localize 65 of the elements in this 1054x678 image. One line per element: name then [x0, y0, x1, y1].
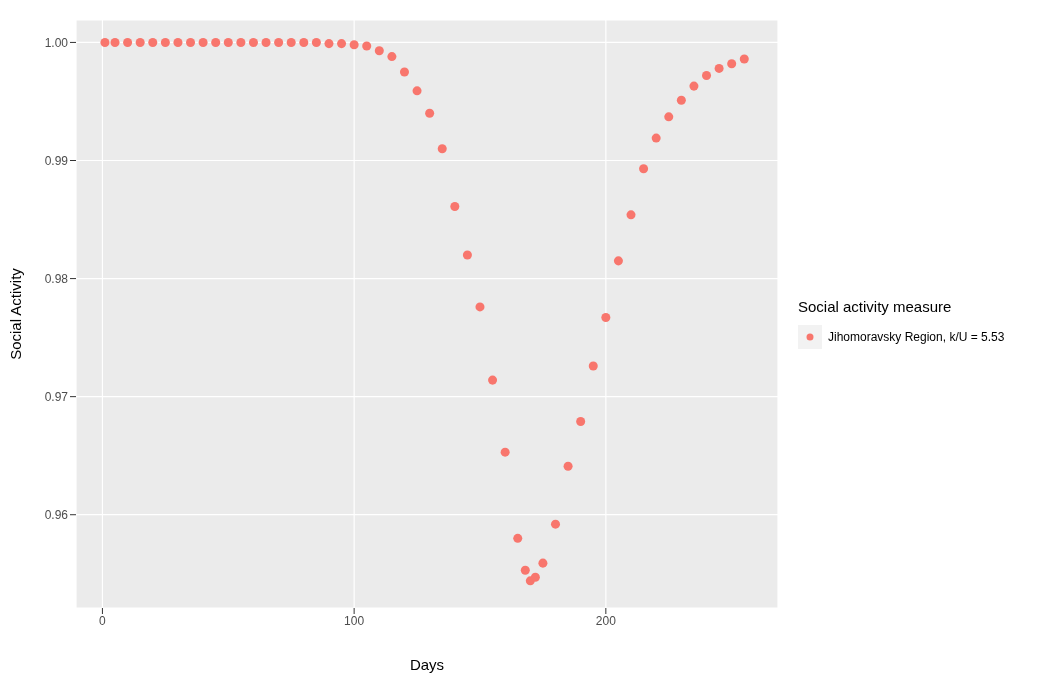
point	[702, 70, 712, 80]
point	[475, 302, 485, 312]
x-tick-label: 200	[595, 613, 617, 628]
point	[500, 447, 510, 457]
point	[613, 256, 623, 266]
point	[223, 37, 233, 47]
point	[148, 37, 158, 47]
legend-label: Jihomoravsky Region, k/U = 5.53	[828, 330, 1005, 344]
point	[160, 37, 170, 47]
point	[110, 37, 120, 47]
point	[714, 63, 724, 73]
point	[601, 313, 611, 323]
legend-title: Social activity measure	[798, 298, 953, 315]
point	[123, 37, 133, 47]
point	[576, 416, 586, 426]
point	[399, 67, 409, 77]
point	[639, 164, 649, 174]
point	[387, 52, 397, 62]
point	[349, 40, 359, 50]
y-tick-label: 0.96	[44, 507, 69, 522]
point	[311, 37, 321, 47]
point	[425, 108, 435, 118]
point	[173, 37, 183, 47]
point	[135, 37, 145, 47]
point	[550, 519, 561, 529]
point	[689, 81, 699, 91]
x-axis-title: Days	[409, 656, 445, 673]
point	[530, 572, 540, 582]
point	[450, 202, 460, 212]
y-tick-label: 1.00	[44, 35, 69, 50]
point	[324, 39, 334, 49]
point	[513, 533, 523, 543]
point	[362, 41, 372, 51]
point	[727, 59, 737, 69]
point	[538, 558, 548, 568]
point	[248, 37, 258, 47]
point	[261, 37, 271, 47]
x-tick-label: 0	[99, 613, 107, 628]
point	[412, 86, 422, 96]
point	[651, 133, 661, 143]
point	[437, 144, 447, 154]
point	[299, 37, 309, 47]
y-tick-label: 0.99	[44, 153, 69, 168]
point	[664, 112, 674, 122]
point	[588, 361, 598, 371]
point	[286, 37, 296, 47]
point	[626, 210, 636, 220]
point	[739, 54, 749, 64]
point	[520, 565, 530, 575]
point	[198, 37, 208, 47]
point	[374, 46, 384, 56]
point	[676, 95, 686, 105]
point	[462, 250, 472, 260]
point	[211, 37, 221, 47]
y-tick-label: 0.98	[44, 271, 69, 286]
point	[236, 37, 246, 47]
x-tick-label: 100	[344, 613, 365, 628]
y-tick-label: 0.97	[44, 389, 69, 404]
point	[274, 37, 284, 47]
point	[186, 37, 196, 47]
y-axis-title: Social Activity	[7, 267, 25, 360]
point	[337, 39, 347, 49]
point	[563, 461, 573, 471]
point	[488, 375, 498, 385]
point	[100, 37, 110, 47]
